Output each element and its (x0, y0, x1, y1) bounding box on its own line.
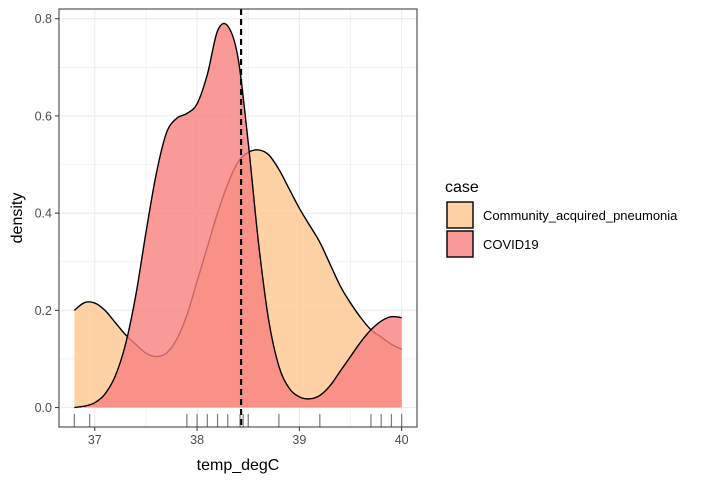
x-tick-label: 40 (395, 433, 409, 447)
density-areas (73, 22, 402, 409)
legend-key-1 (446, 201, 474, 229)
axes: 37 38 39 40 0.0 0.2 0.4 0.6 0.8 (35, 12, 409, 447)
legend-title: case (445, 179, 479, 196)
density-line-2 (74, 22, 402, 409)
y-tick-label: 0.2 (35, 304, 52, 318)
y-tick-label: 0.8 (35, 12, 52, 26)
x-tick-label: 37 (88, 433, 102, 447)
legend-label-2: COVID19 (483, 237, 539, 252)
annotations (73, 9, 403, 427)
y-tick-label: 0.0 (35, 401, 52, 415)
y-tick-label: 0.6 (35, 109, 52, 123)
y-axis-title: density (9, 193, 26, 244)
legend-key-2 (446, 230, 474, 258)
plot-border (58, 8, 418, 428)
density-area-2 (74, 23, 402, 408)
x-tick-label: 39 (292, 433, 306, 447)
y-tick-label: 0.4 (35, 207, 52, 221)
legend-label-1: Community_acquired_pneumonia (483, 208, 678, 223)
x-axis-title: temp_degC (197, 457, 280, 474)
x-tick-label: 38 (190, 433, 204, 447)
legend: case Community_acquired_pneumonia COVID19 (445, 179, 678, 258)
